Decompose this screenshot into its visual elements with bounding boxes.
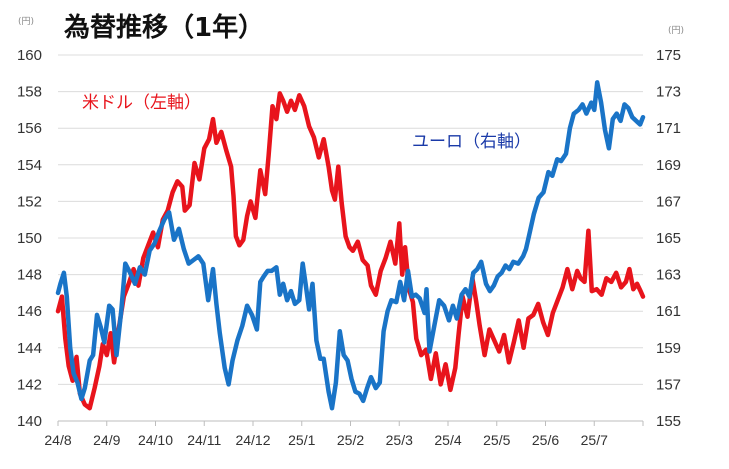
eur-series-label: ユーロ（右軸） [412, 132, 531, 152]
right-y-tick-label: 175 [656, 47, 681, 64]
x-tick-label: 25/4 [434, 432, 461, 448]
x-tick-label: 25/6 [532, 432, 559, 448]
x-tick-label: 25/7 [581, 432, 608, 448]
x-tick-label: 24/10 [138, 432, 173, 448]
right-y-tick-label: 155 [656, 413, 681, 430]
left-y-tick-label: 154 [17, 157, 42, 174]
x-tick-label: 25/3 [386, 432, 413, 448]
right-y-tick-label: 159 [656, 340, 681, 357]
left-y-tick-label: 160 [17, 47, 42, 64]
left-y-tick-label: 146 [17, 303, 42, 320]
x-tick-label: 24/11 [187, 432, 221, 448]
eur-series-line [55, 80, 646, 411]
left-axis-unit: (円) [18, 16, 34, 27]
left-y-tick-label: 140 [17, 413, 42, 430]
right-y-tick-label: 169 [656, 157, 681, 174]
chart-title: 為替推移（1年） [64, 12, 264, 43]
left-y-tick-label: 142 [17, 376, 42, 393]
left-y-tick-label: 148 [17, 267, 42, 284]
left-y-tick-label: 144 [17, 340, 42, 357]
left-y-tick-label: 158 [17, 84, 42, 101]
right-axis-unit: (円) [668, 25, 684, 36]
right-y-tick-label: 165 [656, 230, 681, 247]
x-axis-ticks: 24/8 24/9 24/10 24/11 24/12 25/1 25/2 25/3 25/4 2… [44, 421, 644, 448]
left-y-tick-label: 156 [17, 120, 42, 137]
x-tick-label: 24/8 [44, 432, 71, 448]
right-y-tick-label: 157 [656, 376, 681, 393]
right-y-tick-label: 173 [656, 84, 681, 101]
right-y-axis-ticks: 155 157 159 161 163 165 167 169 171 173 175 [656, 47, 681, 430]
left-y-tick-label: 152 [17, 193, 42, 210]
right-y-tick-label: 171 [656, 120, 681, 137]
x-tick-label: 24/9 [93, 432, 120, 448]
series-lines [55, 80, 646, 411]
usd-series-label: 米ドル（左軸） [82, 93, 201, 113]
right-y-tick-label: 167 [656, 193, 681, 210]
x-tick-label: 25/2 [337, 432, 364, 448]
x-tick-label: 25/1 [288, 432, 315, 448]
right-y-tick-label: 163 [656, 267, 681, 284]
left-y-tick-label: 150 [17, 230, 42, 247]
x-tick-label: 24/12 [235, 432, 270, 448]
x-tick-label: 25/5 [483, 432, 510, 448]
usd-series-line [55, 91, 646, 411]
left-y-axis-ticks: 140 142 144 146 148 150 152 154 156 158 160 [17, 47, 42, 430]
right-y-tick-label: 161 [656, 303, 681, 320]
